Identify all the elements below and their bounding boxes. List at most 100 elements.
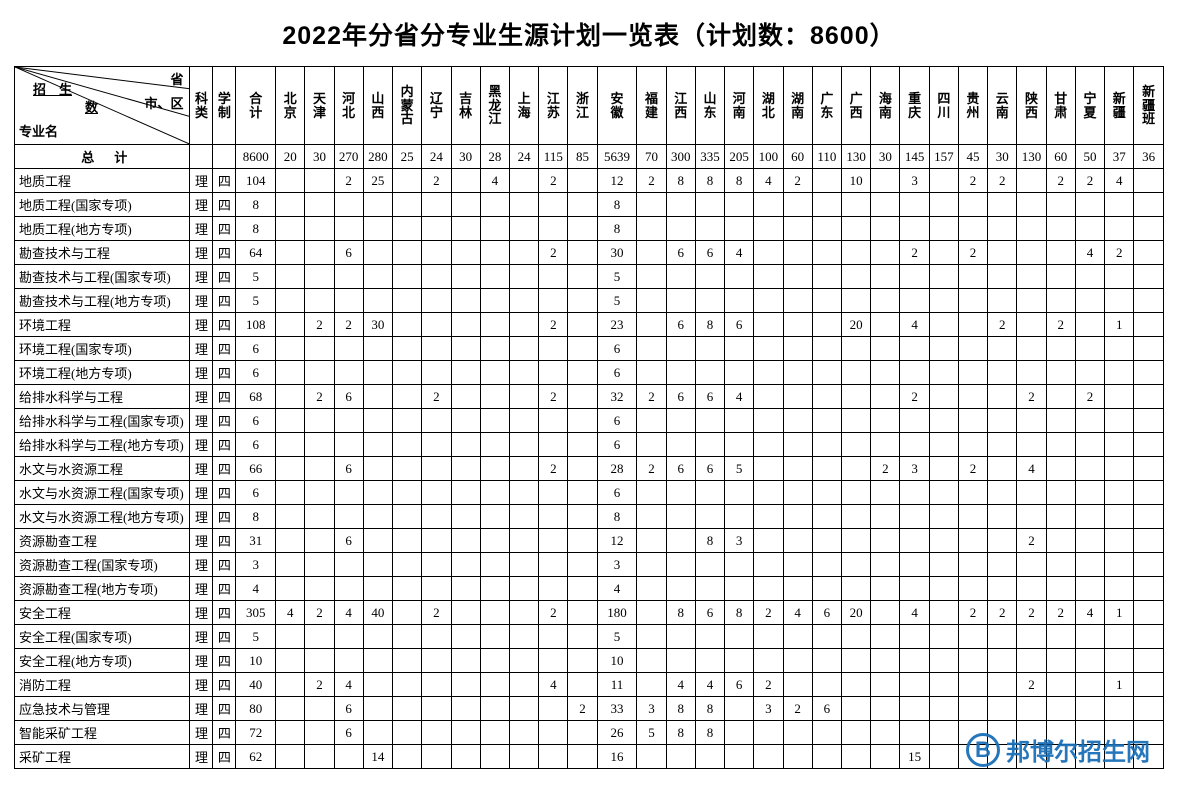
value-cell [695, 625, 724, 649]
value-cell [1046, 673, 1075, 697]
value-cell [1046, 385, 1075, 409]
value-cell [509, 649, 538, 673]
value-cell [1017, 169, 1046, 193]
value-cell [509, 625, 538, 649]
total-cell: 300 [666, 145, 695, 169]
value-cell [988, 505, 1017, 529]
value-cell [451, 601, 480, 625]
table-row: 智能采矿工程理四72626588 [15, 721, 1164, 745]
value-cell [783, 577, 812, 601]
major-name: 安全工程(国家专项) [15, 625, 190, 649]
value-cell [783, 529, 812, 553]
value-cell [637, 217, 666, 241]
value-cell [451, 385, 480, 409]
value-cell [276, 337, 305, 361]
value-cell [1046, 337, 1075, 361]
value-cell [812, 361, 841, 385]
value-cell [568, 457, 597, 481]
value-cell [1017, 721, 1046, 745]
value-cell [958, 193, 987, 217]
table-row: 勘查技术与工程(地方专项)理四55 [15, 289, 1164, 313]
value-cell [480, 361, 509, 385]
value-cell [871, 553, 900, 577]
major-name: 环境工程 [15, 313, 190, 337]
value-cell [1075, 481, 1104, 505]
value-cell [842, 577, 871, 601]
value-cell [988, 529, 1017, 553]
value-cell [1105, 265, 1134, 289]
value-cell [842, 217, 871, 241]
value-cell [637, 265, 666, 289]
value-cell [754, 625, 783, 649]
value-cell [1105, 289, 1134, 313]
kelei-cell: 理 [190, 529, 213, 553]
value-cell: 6 [597, 481, 637, 505]
value-cell [637, 649, 666, 673]
value-cell [754, 217, 783, 241]
value-cell [695, 361, 724, 385]
xuezhi-cell: 四 [213, 529, 236, 553]
value-cell [334, 193, 363, 217]
total-cell: 60 [1046, 145, 1075, 169]
value-cell [480, 649, 509, 673]
value-cell [695, 553, 724, 577]
value-cell [1046, 289, 1075, 313]
value-cell [900, 625, 929, 649]
value-cell: 305 [236, 601, 276, 625]
col-province: 海南 [871, 67, 900, 145]
value-cell [695, 433, 724, 457]
value-cell [1075, 457, 1104, 481]
value-cell [305, 289, 334, 313]
value-cell [1105, 457, 1134, 481]
value-cell: 2 [539, 457, 568, 481]
value-cell [958, 697, 987, 721]
value-cell [276, 433, 305, 457]
value-cell: 5 [236, 289, 276, 313]
value-cell [363, 289, 392, 313]
value-cell [871, 313, 900, 337]
value-cell [480, 601, 509, 625]
total-cell: 24 [422, 145, 451, 169]
value-cell [666, 409, 695, 433]
value-cell [568, 673, 597, 697]
xuezhi-cell: 四 [213, 673, 236, 697]
value-cell [871, 193, 900, 217]
value-cell: 6 [597, 361, 637, 385]
value-cell: 12 [597, 529, 637, 553]
value-cell [568, 721, 597, 745]
value-cell [695, 505, 724, 529]
value-cell [363, 409, 392, 433]
value-cell [725, 217, 754, 241]
value-cell [929, 649, 958, 673]
major-name: 安全工程(地方专项) [15, 649, 190, 673]
value-cell [1075, 265, 1104, 289]
value-cell [480, 337, 509, 361]
xuezhi-cell: 四 [213, 697, 236, 721]
value-cell [754, 265, 783, 289]
value-cell [637, 361, 666, 385]
value-cell: 6 [236, 409, 276, 433]
col-province: 湖北 [754, 67, 783, 145]
diag-major: 专业名 [19, 121, 58, 140]
value-cell [393, 553, 422, 577]
kelei-cell: 理 [190, 289, 213, 313]
value-cell: 8 [695, 529, 724, 553]
value-cell [988, 409, 1017, 433]
value-cell [539, 265, 568, 289]
value-cell [422, 457, 451, 481]
value-cell: 6 [236, 433, 276, 457]
kelei-cell: 理 [190, 385, 213, 409]
value-cell [393, 241, 422, 265]
value-cell [842, 385, 871, 409]
value-cell [812, 649, 841, 673]
value-cell: 6 [597, 409, 637, 433]
value-cell [929, 337, 958, 361]
total-cell: 36 [1134, 145, 1164, 169]
col-province: 广西 [842, 67, 871, 145]
value-cell [929, 169, 958, 193]
value-cell [363, 193, 392, 217]
value-cell [334, 745, 363, 769]
value-cell [276, 169, 305, 193]
value-cell [812, 745, 841, 769]
col-province: 重庆 [900, 67, 929, 145]
